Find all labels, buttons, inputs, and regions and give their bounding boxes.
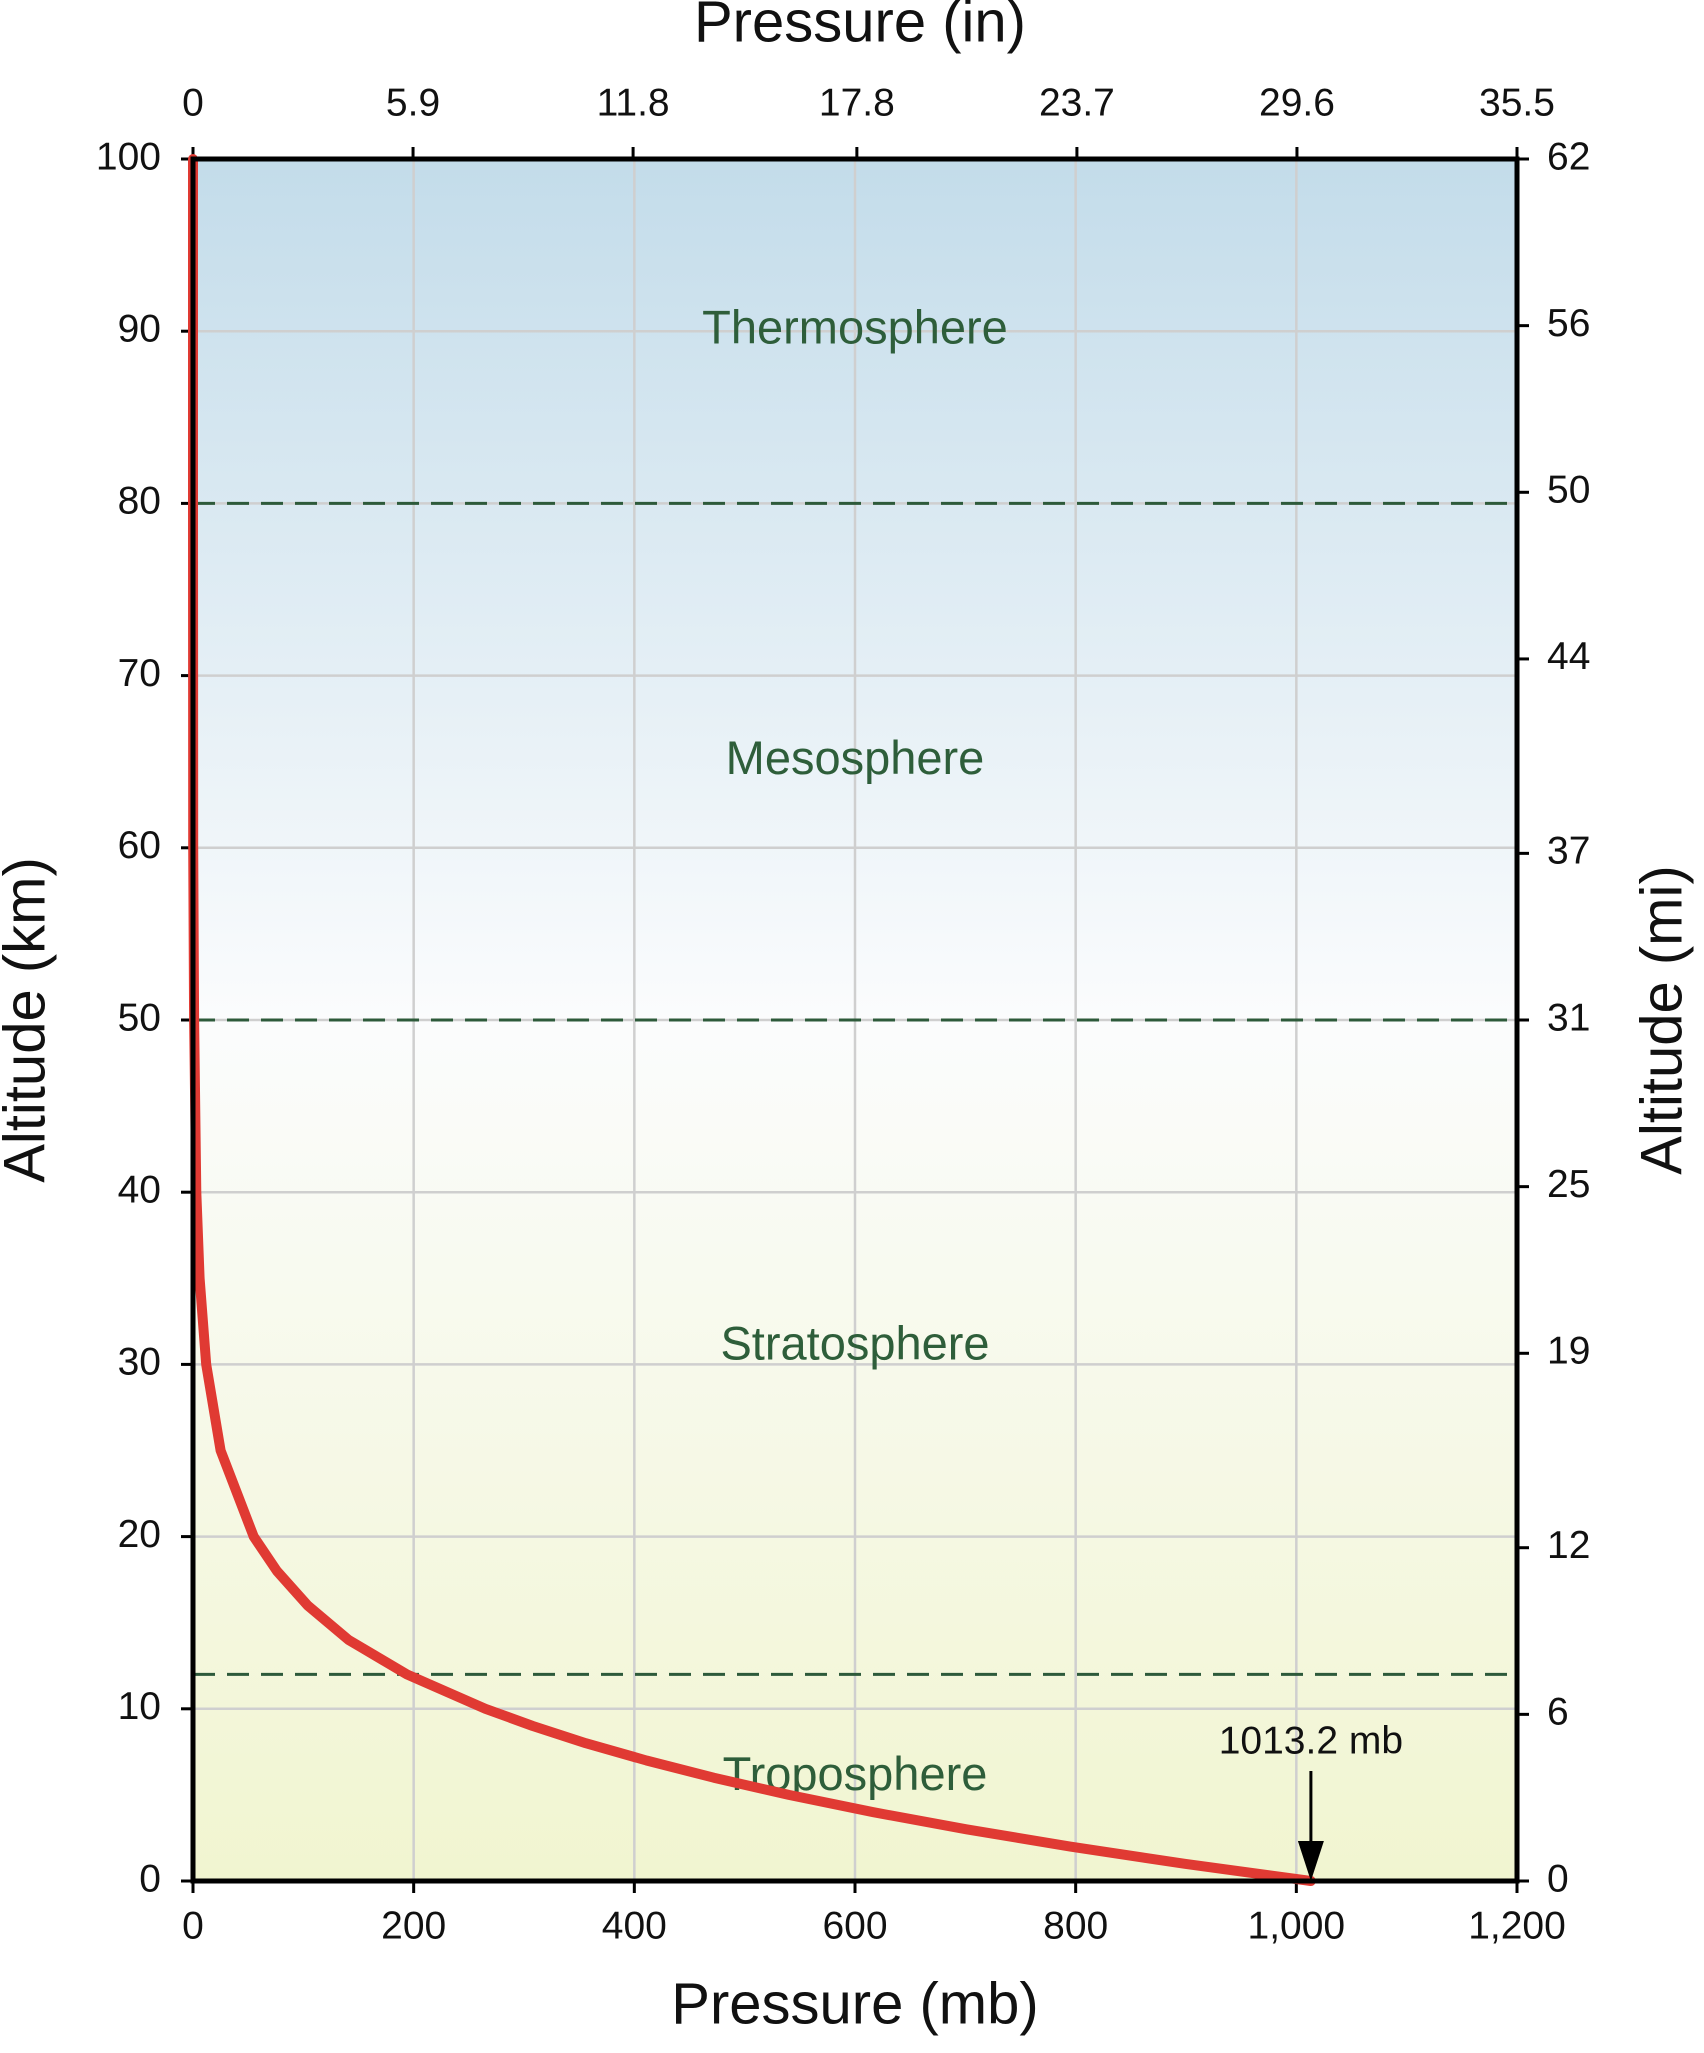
annotation-label: 1013.2 mb — [1219, 1719, 1403, 1762]
x2-tick-label: 5.9 — [386, 81, 440, 124]
y-tick-label: 50 — [118, 996, 161, 1039]
y2-tick-label: 44 — [1547, 635, 1590, 678]
x-tick-label: 200 — [381, 1904, 446, 1947]
y-tick-label: 30 — [118, 1341, 161, 1384]
x-tick-label: 400 — [602, 1904, 667, 1947]
x2-tick-label: 29.6 — [1259, 81, 1335, 124]
y2-tick-label: 37 — [1547, 830, 1590, 873]
x2-tick-label: 17.8 — [819, 81, 895, 124]
annotation-arrow-head — [1297, 1841, 1324, 1881]
y2-tick-label: 19 — [1547, 1330, 1590, 1373]
layer-label: Stratosphere — [720, 1317, 989, 1370]
y2-tick-label: 0 — [1547, 1857, 1569, 1900]
x2-tick-label: 0 — [182, 81, 204, 124]
y-tick-label: 40 — [118, 1168, 161, 1211]
x2-tick-label: 23.7 — [1039, 81, 1115, 124]
y2-tick-label: 50 — [1547, 469, 1590, 512]
y-tick-label: 70 — [118, 652, 161, 695]
y2-tick-label: 6 — [1547, 1691, 1569, 1734]
y-tick-label: 10 — [118, 1685, 161, 1728]
y2-tick-label: 56 — [1547, 302, 1590, 345]
plot-frame — [190, 156, 1520, 1884]
y-tick-label: 80 — [118, 480, 161, 523]
bottom-axis-title: Pressure (mb) — [671, 1971, 1038, 2036]
layer-label: Mesosphere — [726, 731, 985, 784]
y2-tick-label: 12 — [1547, 1524, 1590, 1567]
x-tick-label: 800 — [1043, 1904, 1108, 1947]
y2-tick-label: 25 — [1547, 1163, 1590, 1206]
x-tick-label: 600 — [822, 1904, 887, 1947]
x-tick-label: 1,000 — [1248, 1904, 1346, 1947]
x2-tick-label: 11.8 — [597, 81, 670, 124]
y-tick-label: 90 — [118, 307, 161, 350]
x2-tick-label: 35.5 — [1479, 81, 1555, 124]
left-axis-title: Altitude (km) — [0, 857, 57, 1183]
layer-label: Thermosphere — [702, 301, 1008, 354]
top-axis-title: Pressure (in) — [694, 0, 1026, 54]
y-tick-label: 20 — [118, 1513, 161, 1556]
y2-tick-label: 62 — [1547, 135, 1590, 178]
y2-tick-label: 31 — [1547, 996, 1590, 1039]
y-tick-label: 100 — [96, 135, 161, 178]
x-tick-label: 0 — [182, 1904, 204, 1947]
right-axis-title: Altitude (mi) — [1629, 865, 1694, 1174]
y-tick-label: 60 — [118, 824, 161, 867]
y-tick-label: 0 — [139, 1857, 161, 1900]
x-tick-label: 1,200 — [1468, 1904, 1566, 1947]
